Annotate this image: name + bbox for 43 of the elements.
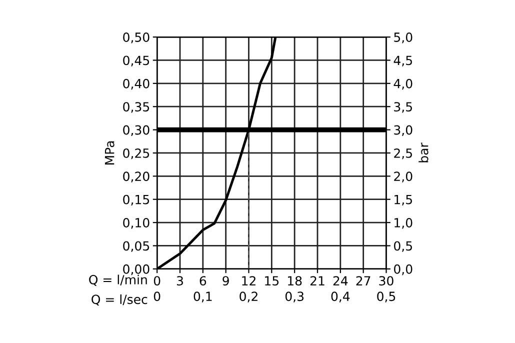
x2-tick-label: 0,2	[240, 292, 258, 302]
x-tick-label: 15	[265, 276, 279, 286]
x2-tick-label: 0,4	[331, 292, 350, 302]
y2-tick-label: 0,5	[394, 241, 412, 252]
x2-tick-label: 0,1	[194, 292, 212, 302]
y2-tick-label: 4,5	[394, 56, 412, 66]
y2-tick-label: 3,0	[394, 125, 412, 136]
x-tick-label: 12	[242, 276, 256, 286]
x-tick-label: 24	[333, 276, 348, 286]
y-tick-label: 0,05	[123, 241, 150, 252]
y-tick-label: 0,45	[123, 56, 150, 66]
x-tick-label: 27	[356, 276, 370, 286]
y-tick-label: 0,30	[123, 125, 150, 136]
x-axis-title: Q = l/min	[89, 274, 147, 286]
y2-tick-label: 4,0	[394, 78, 412, 90]
x-tick-label: 6	[200, 276, 206, 286]
x-tick-label: 3	[176, 276, 183, 286]
y2-tick-label: 2,0	[394, 172, 412, 182]
y2-tick-label: 3,5	[394, 102, 412, 113]
y2-tick-label: 0,0	[394, 264, 412, 276]
x2-tick-label: 0,3	[285, 292, 304, 302]
y-tick-label: 0,00	[123, 264, 150, 276]
y-axis-title: MPa	[105, 141, 114, 164]
y2-tick-label: 1,5	[394, 194, 412, 206]
y-tick-label: 0,40	[123, 78, 150, 90]
y2-tick-label: 2,5	[394, 148, 412, 160]
y-tick-label: 0,10	[123, 218, 150, 229]
y-tick-label: 0,15	[123, 194, 150, 206]
x2-axis-title: Q = l/sec	[92, 294, 148, 306]
y-tick-label: 0,20	[123, 172, 150, 182]
x2-tick-label: 0	[154, 292, 160, 302]
y2-tick-label: 5,0	[394, 32, 412, 44]
y-tick-label: 0,25	[123, 148, 150, 160]
x-tick-label: 9	[222, 276, 229, 286]
x2-tick-label: 0,5	[377, 292, 396, 302]
x-tick-label: 21	[310, 276, 324, 286]
y2-axis-title: bar	[418, 142, 428, 162]
y-tick-label: 0,50	[123, 32, 150, 44]
y-tick-label: 0,35	[123, 102, 150, 113]
x-tick-label: 30	[379, 276, 394, 286]
x-tick-label: 0	[154, 276, 160, 286]
x-tick-label: 18	[288, 276, 302, 286]
y2-tick-label: 1,0	[394, 218, 412, 229]
